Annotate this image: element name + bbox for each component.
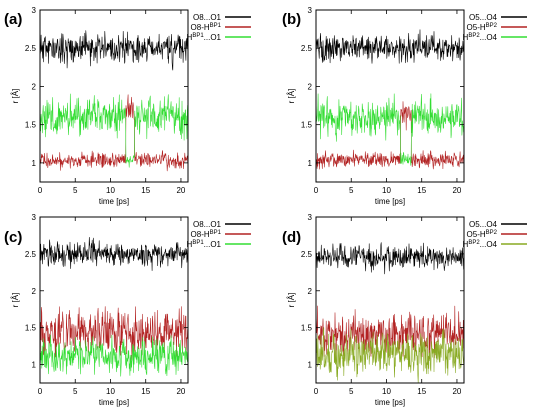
x-tick-label: 10 [382, 186, 391, 195]
x-tick-label: 20 [176, 387, 185, 396]
y-tick-label: 3 [32, 213, 37, 222]
series-line-3 [316, 93, 464, 166]
legend-entry-label: HBP1...O1 [187, 240, 222, 249]
x-tick-label: 5 [73, 387, 78, 396]
y-tick-label: 1 [32, 159, 37, 168]
x-axis-label: time [ps] [99, 398, 129, 407]
y-tick-label: 2.5 [25, 44, 37, 53]
x-axis-label: time [ps] [375, 197, 405, 206]
legend-entry-label: O8-HBP1 [191, 23, 222, 32]
x-tick-label: 15 [141, 387, 150, 396]
x-tick-label: 0 [38, 186, 43, 195]
y-tick-label: 1 [308, 361, 313, 370]
x-tick-label: 5 [73, 186, 78, 195]
panel-1: (a) 0 5 10 15 20 1 1.5 2 2.5 3 time [ps] r [Å] O8...O… [4, 6, 251, 206]
series-line-3 [40, 334, 188, 377]
y-tick-label: 2 [308, 287, 313, 296]
series-line-1 [40, 30, 188, 71]
x-axis-label: time [ps] [99, 197, 129, 206]
legend-entry-label: O8...O1 [193, 220, 222, 229]
y-tick-label: 1.5 [25, 324, 37, 333]
x-tick-label: 15 [417, 186, 426, 195]
x-tick-label: 5 [349, 387, 354, 396]
series-line-2 [316, 101, 464, 170]
plot-frame [39, 216, 189, 384]
y-tick-label: 1 [32, 361, 37, 370]
panel-2: (b) 0 5 10 15 20 1 1.5 2 2.5 3 time [ps] r [Å] O5...O… [282, 6, 527, 206]
legend-entry-label: O8...O1 [193, 13, 222, 22]
panel-4: (d) 0 5 10 15 20 1 1.5 2 2.5 3 time [ps] r [Å] O5...O… [282, 213, 527, 407]
x-tick-label: 20 [452, 387, 461, 396]
legend-entry-label: HBP1...O1 [187, 33, 222, 42]
x-tick-label: 10 [106, 186, 115, 195]
y-axis-label: r [Å] [287, 89, 296, 104]
legend-entry-label: HBP2...O4 [463, 240, 498, 249]
legend-entry-label: O8-HBP1 [191, 230, 222, 239]
panel-3: (c) 0 5 10 15 20 1 1.5 2 2.5 3 time [ps] r [Å] O8...O… [4, 213, 251, 407]
panel-label: (b) [282, 11, 301, 28]
legend-entry-label: O5-HBP2 [467, 230, 498, 239]
y-tick-label: 3 [32, 6, 37, 15]
series-line-2 [316, 305, 464, 361]
y-tick-label: 3 [308, 6, 313, 15]
y-tick-label: 1 [308, 159, 313, 168]
y-tick-label: 2 [32, 82, 37, 91]
series-line-1 [316, 242, 464, 275]
legend-entry-label: HBP2...O4 [463, 33, 498, 42]
plot-frame [315, 9, 465, 183]
y-axis-label: r [Å] [11, 293, 20, 308]
series-line-2 [40, 94, 188, 172]
series-line-1 [316, 29, 464, 64]
legend-entry-label: O5...O4 [469, 13, 498, 22]
y-tick-label: 2 [308, 82, 313, 91]
series-group [316, 29, 464, 170]
x-tick-label: 0 [314, 387, 319, 396]
series-line-1 [40, 237, 188, 271]
x-tick-label: 5 [349, 186, 354, 195]
plot-frame [315, 216, 465, 384]
y-tick-label: 3 [308, 213, 313, 222]
x-tick-label: 20 [176, 186, 185, 195]
x-tick-label: 10 [106, 387, 115, 396]
panel-label: (c) [4, 229, 22, 246]
series-group [316, 242, 464, 383]
panel-label: (d) [282, 229, 301, 246]
x-tick-label: 0 [38, 387, 43, 396]
y-axis-label: r [Å] [11, 89, 20, 104]
series-group [40, 237, 188, 377]
y-axis-label: r [Å] [287, 293, 296, 308]
x-tick-label: 10 [382, 387, 391, 396]
series-line-3 [40, 93, 188, 168]
y-tick-label: 1.5 [301, 324, 313, 333]
plot-frame [39, 9, 189, 183]
y-tick-label: 2.5 [301, 250, 313, 259]
x-tick-label: 15 [417, 387, 426, 396]
y-tick-label: 2.5 [301, 44, 313, 53]
x-tick-label: 0 [314, 186, 319, 195]
x-tick-label: 15 [141, 186, 150, 195]
series-line-3 [316, 327, 464, 383]
y-tick-label: 2 [32, 287, 37, 296]
x-tick-label: 20 [452, 186, 461, 195]
legend-entry-label: O5-HBP2 [467, 23, 498, 32]
legend-entry-label: O5...O4 [469, 220, 498, 229]
y-tick-label: 2.5 [25, 250, 37, 259]
series-group [40, 30, 188, 172]
y-tick-label: 1.5 [25, 121, 37, 130]
panel-label: (a) [4, 11, 22, 28]
y-tick-label: 1.5 [301, 121, 313, 130]
x-axis-label: time [ps] [375, 398, 405, 407]
